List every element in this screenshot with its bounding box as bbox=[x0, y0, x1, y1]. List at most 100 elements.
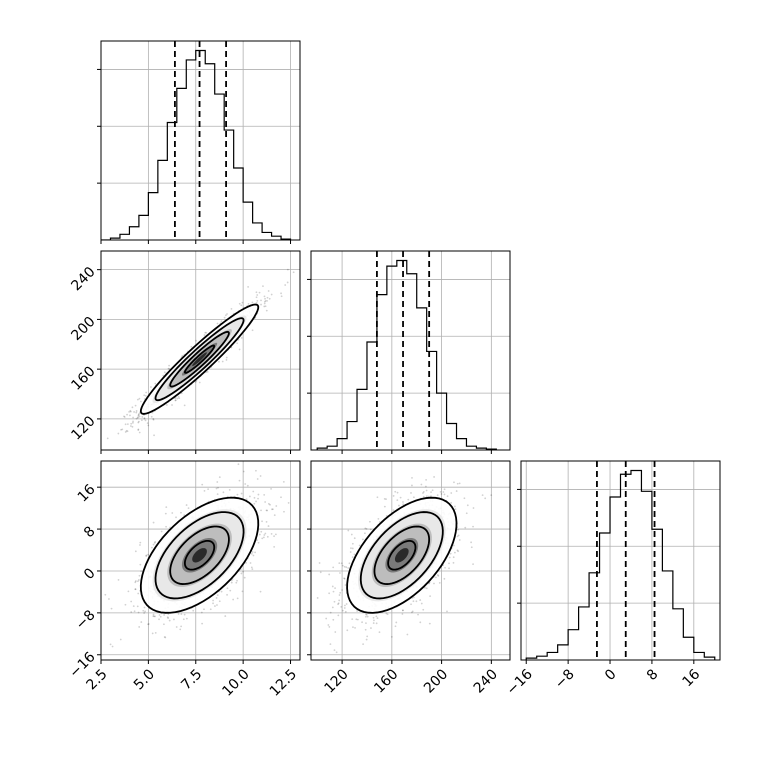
pair-2-3-point bbox=[422, 490, 425, 493]
pair-1-3-point bbox=[179, 628, 182, 631]
pair-1-2-point bbox=[262, 285, 264, 288]
diag-1-frame bbox=[97, 40, 301, 244]
diag-1-bin-2 bbox=[120, 234, 129, 240]
pair-1-3-point bbox=[136, 605, 139, 608]
pair-1-2-point bbox=[194, 381, 197, 383]
diag-2-bin-5 bbox=[367, 342, 377, 450]
pair-1-2-point bbox=[230, 308, 233, 310]
pair-1-3-point bbox=[180, 511, 182, 514]
pair-1-2-point bbox=[129, 425, 132, 427]
pair-1-2-point bbox=[171, 404, 173, 406]
pair-2-3-point bbox=[402, 503, 405, 506]
pair-1-3-point bbox=[261, 520, 263, 523]
pair-1-3-point bbox=[267, 502, 270, 505]
pair-2-3-point bbox=[353, 553, 356, 556]
pair-1-3-point bbox=[238, 479, 241, 482]
diag-1-hist-step bbox=[101, 49, 292, 240]
pair-2-3-point bbox=[365, 527, 368, 530]
diag-3-xtick-label-2: 0 bbox=[602, 666, 620, 684]
pair-1-2-point bbox=[152, 418, 155, 420]
pair-2-3-point bbox=[449, 552, 452, 555]
pair-1-3-point bbox=[134, 580, 137, 582]
pair-1-2-point bbox=[126, 423, 129, 426]
pair-1-2-point bbox=[264, 297, 266, 300]
pair-2-3-point bbox=[424, 485, 427, 488]
pair-1-3-point bbox=[183, 613, 186, 616]
pair-1-3-point bbox=[269, 503, 271, 506]
pair-1-3-point bbox=[111, 645, 114, 648]
pair-1-3-point bbox=[266, 535, 269, 538]
pair-2-3-point bbox=[302, 647, 304, 649]
pair-2-3-point bbox=[383, 505, 386, 508]
pair-1-3-point bbox=[119, 638, 122, 641]
pair-1-3-point bbox=[242, 570, 244, 573]
pair-1-3-contour-1 bbox=[154, 511, 245, 600]
diag-2-bin-8 bbox=[397, 260, 407, 450]
pair-2-3-point bbox=[316, 597, 319, 599]
pair-2-3-point bbox=[411, 476, 413, 479]
pair-1-2-point bbox=[135, 417, 138, 420]
pair-1-3-point bbox=[261, 537, 264, 540]
pair-1-2-point bbox=[255, 291, 258, 294]
pair-1-2-point bbox=[284, 284, 287, 286]
pair-1-3-point bbox=[226, 593, 228, 596]
pair-2-3-point bbox=[338, 594, 341, 596]
pair-2-3-point bbox=[406, 633, 409, 636]
pair-2-3-point bbox=[410, 603, 412, 606]
pair-2-3-point bbox=[440, 493, 443, 495]
pair-1-3-point bbox=[147, 553, 149, 556]
diag-1-bin-9 bbox=[186, 60, 195, 240]
pair-2-3-point bbox=[339, 572, 341, 574]
pair-1-3-point bbox=[251, 568, 254, 571]
pair-1-2-scatter bbox=[106, 268, 295, 440]
pair-2-3-point bbox=[452, 544, 455, 547]
pair-1-2-point bbox=[131, 406, 134, 409]
pair-1-2-point bbox=[263, 305, 266, 308]
pair-1-3-point bbox=[139, 563, 142, 566]
pair-1-2-point bbox=[123, 416, 126, 418]
pair-1-3-point bbox=[212, 599, 215, 602]
pair-2-3-point bbox=[366, 635, 369, 638]
pair-2-3-point bbox=[345, 603, 348, 605]
pair-1-3-point bbox=[185, 504, 188, 506]
diag-3-bin-15 bbox=[683, 637, 693, 660]
pair-1-2-point bbox=[168, 368, 171, 370]
pair-1-3-ytick-label-2: 0 bbox=[81, 565, 99, 583]
pair-2-3-point bbox=[340, 605, 343, 608]
pair-2-3-point bbox=[385, 612, 388, 615]
pair-1-3-point bbox=[243, 576, 246, 579]
pair-2-3-point bbox=[396, 499, 399, 502]
pair-2-3-point bbox=[396, 491, 399, 494]
pair-2-3-point bbox=[325, 617, 328, 620]
diag-1-bin-8 bbox=[177, 88, 186, 240]
pair-2-3-point bbox=[364, 532, 366, 535]
pair-2-3-point bbox=[344, 604, 346, 607]
diag-3-xtick-label-0: −16 bbox=[504, 666, 536, 698]
pair-1-3-point bbox=[257, 493, 260, 496]
pair-2-3-point bbox=[443, 488, 446, 491]
pair-2-3-point bbox=[455, 490, 458, 492]
pair-2-3-point bbox=[481, 494, 484, 497]
pair-1-2-point bbox=[136, 417, 139, 419]
pair-1-3-point bbox=[270, 532, 273, 535]
diag-1-hist bbox=[101, 41, 292, 240]
pair-1-2-contour-3 bbox=[183, 344, 216, 374]
pair-2-3-point bbox=[402, 501, 404, 503]
pair-2-3-point bbox=[355, 618, 358, 621]
pair-1-3-point bbox=[143, 612, 146, 614]
pair-1-3-point bbox=[139, 541, 142, 544]
pair-1-2-contour-1 bbox=[154, 317, 245, 402]
pair-1-3-point bbox=[240, 572, 243, 575]
pair-1-3-point bbox=[153, 615, 156, 618]
pair-1-2-point bbox=[150, 386, 152, 388]
pair-2-3-point bbox=[340, 562, 343, 565]
pair-1-2-point bbox=[204, 331, 207, 334]
diag-1-border bbox=[100, 40, 301, 241]
pair-1-3-point bbox=[230, 581, 233, 584]
pair-1-3-point bbox=[144, 610, 146, 613]
pair-1-3-point bbox=[134, 550, 137, 553]
pair-2-3-point bbox=[344, 584, 347, 586]
pair-1-2-point bbox=[264, 299, 267, 302]
pair-2-3-point bbox=[392, 495, 395, 497]
